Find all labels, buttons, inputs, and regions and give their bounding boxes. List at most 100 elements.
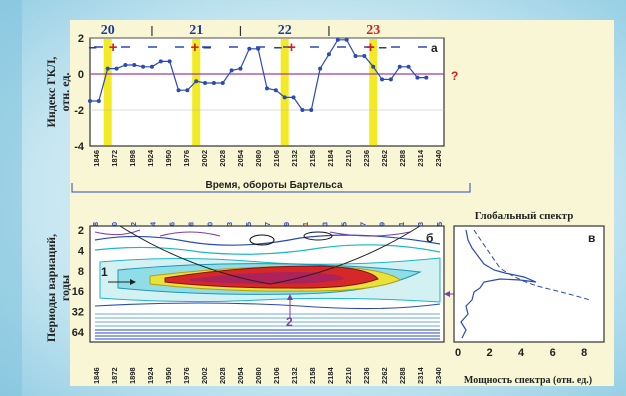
question-mark: ?: [451, 69, 458, 83]
data-point: [300, 108, 305, 112]
y-tick-label: 0: [78, 69, 84, 81]
data-point: [105, 66, 110, 71]
x-tick-label: 2158: [308, 150, 317, 167]
x-tick-label: 1872: [110, 150, 119, 167]
x-tick-label: 2106: [272, 150, 281, 167]
x-tick-label: 2288: [398, 150, 407, 167]
panel-c: Глобальный спектр в 0 2 4 6 8 Мощность спект…: [453, 210, 605, 386]
data-point: [318, 66, 323, 71]
x-tick-label: 1846: [92, 367, 101, 384]
data-point: [229, 68, 234, 73]
data-point: [256, 46, 261, 51]
data-point: [406, 64, 411, 69]
panel-a-xlabel: Время, обороты Бартельса: [205, 179, 342, 191]
x-tick-label: 1950: [164, 367, 173, 384]
y-tick-label: 64: [72, 327, 85, 339]
data-point: [96, 99, 101, 103]
x-tick-label: 2054: [236, 149, 245, 167]
x-tick-label: 1898: [128, 150, 137, 167]
data-point: [265, 86, 269, 91]
x-tick-label: 0: [455, 347, 461, 359]
x-tick-label: 1976: [182, 367, 191, 384]
panel-c-frame: [453, 225, 605, 343]
sign-mark: –: [274, 39, 282, 56]
panel-c-xlabel: Мощность спектра (отн. ед.): [464, 375, 592, 386]
panel-a-label: а: [431, 41, 438, 55]
sign-mark: –: [379, 39, 387, 56]
sign-mark: –: [89, 39, 97, 56]
x-tick-label: 2236: [362, 150, 371, 167]
data-point: [371, 64, 376, 69]
x-tick-label: 2106: [272, 367, 281, 384]
x-tick-label: 2262: [380, 150, 389, 167]
panel-a-ylabel-1: Индекс ГКЛ,: [44, 57, 58, 128]
x-tick-label: 2340: [434, 150, 443, 167]
x-tick-label: 2184: [326, 366, 335, 384]
data-point: [326, 52, 331, 57]
data-point: [167, 59, 172, 64]
data-point: [158, 59, 163, 64]
x-tick-label: 2210: [344, 367, 353, 384]
y-tick-label: 2: [78, 225, 84, 237]
global-spectrum-curve: [460, 229, 537, 339]
panel-c-title: Глобальный спектр: [475, 210, 574, 222]
cycle-number: 20: [101, 23, 115, 38]
x-tick-label: 2210: [344, 150, 353, 167]
x-tick-label: 1846: [92, 150, 101, 167]
data-point: [203, 81, 208, 85]
y-tick-label: -4: [74, 141, 85, 153]
x-tick-label: 2340: [434, 367, 443, 384]
sign-mark: +: [109, 39, 118, 56]
x-tick-label: 2236: [362, 367, 371, 384]
minimum-bar: [192, 39, 201, 145]
data-point: [424, 75, 429, 80]
data-point: [309, 108, 314, 112]
x-tick-label: 2132: [290, 367, 299, 384]
x-tick-label: 2262: [380, 367, 389, 384]
data-point: [220, 81, 225, 85]
x-tick-label: 6: [550, 347, 556, 359]
y-tick-label: 8: [78, 266, 84, 278]
sign-mark: +: [287, 39, 296, 56]
minimum-bar: [369, 39, 378, 145]
panel-b-ylabel-1: Периоды вариаций,: [44, 234, 58, 342]
x-tick-label: 1872: [110, 367, 119, 384]
x-tick-label: 4: [518, 347, 525, 359]
x-tick-label: 1924: [146, 149, 155, 167]
data-point: [353, 54, 358, 58]
data-point: [273, 88, 278, 93]
x-tick-label: 2: [486, 347, 492, 359]
data-point: [380, 77, 385, 82]
cycle-number: 22: [278, 23, 292, 38]
x-tick-label: 1976: [182, 150, 191, 167]
minimum-bar: [103, 39, 112, 145]
x-tick-label: 2002: [200, 367, 209, 384]
data-point: [123, 63, 128, 67]
minimum-bar: [280, 39, 289, 145]
data-point: [388, 77, 393, 82]
data-point: [185, 88, 190, 93]
x-tick-label: 2028: [218, 150, 227, 167]
significance-curve: [473, 229, 591, 301]
x-tick-label: 2158: [308, 367, 317, 384]
y-tick-label: 16: [72, 286, 84, 298]
x-tick-label: 1950: [164, 150, 173, 167]
panel-c-label: в: [588, 231, 595, 245]
cycle-number: 21: [189, 23, 203, 38]
data-point: [176, 88, 181, 93]
data-point: [247, 46, 252, 51]
x-tick-label: 2314: [416, 366, 425, 384]
sign-mark: +: [366, 39, 375, 56]
x-tick-label: 2002: [200, 150, 209, 167]
annotation-label: 1: [101, 265, 108, 279]
data-point: [88, 99, 92, 103]
y-tick-label: 32: [72, 307, 84, 319]
x-tick-label: 1924: [146, 366, 155, 384]
x-tick-label: 2184: [326, 149, 335, 167]
x-tick-label: 2132: [290, 150, 299, 167]
data-point: [362, 54, 367, 58]
bracket-line: [71, 183, 471, 193]
panel-b-ylabel-2: годы: [58, 274, 72, 301]
x-tick-label: 8: [581, 347, 587, 359]
